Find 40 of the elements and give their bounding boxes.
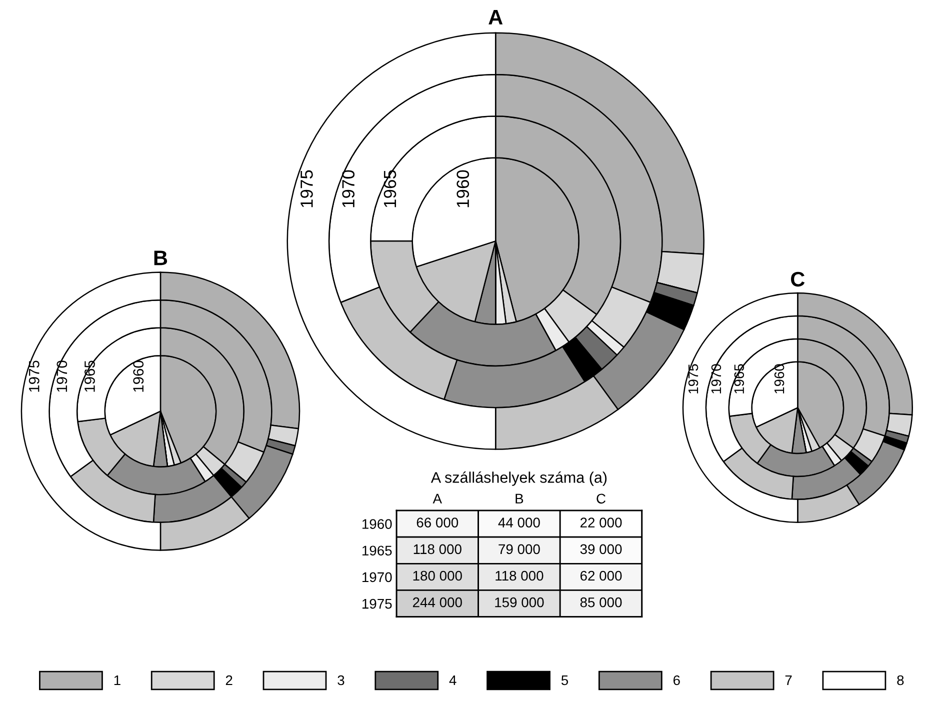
slice-label: 1975 [300, 170, 313, 208]
data-label: 118 000 [496, 570, 544, 581]
y-tick-label: 1970 [362, 572, 392, 582]
data-label: 79 000 [498, 544, 540, 554]
slice-label: 1960 [133, 360, 144, 392]
data-label: 66 000 [416, 518, 458, 528]
y-tick-label: 1975 [362, 598, 392, 609]
slice-label: 1975 [28, 360, 40, 392]
slice-label: 1965 [84, 360, 95, 392]
slice-label: 1960 [456, 170, 470, 208]
legend-label: 2 [226, 675, 232, 686]
data-label: 180 000 [413, 570, 462, 581]
legend-label: 6 [673, 675, 680, 686]
data-label: 118 000 [414, 544, 462, 554]
data-label: 85 000 [580, 597, 622, 608]
data-label: 244 000 [412, 597, 462, 608]
legend-label: 4 [449, 675, 456, 686]
legend-label: 5 [561, 675, 568, 686]
data-label: 22 000 [580, 518, 622, 528]
x-tick-label: B [516, 494, 524, 504]
data-label: 44 000 [498, 518, 540, 528]
legend-label: 3 [338, 675, 344, 686]
legend-label: 8 [897, 675, 904, 686]
chart-title: A szálláshelyek száma (a) [430, 471, 607, 486]
y-tick-label: 1965 [362, 546, 392, 556]
y-tick-label: 1960 [362, 519, 392, 529]
x-tick-label: A [432, 494, 442, 504]
slice-label: 1960 [774, 364, 784, 394]
chart-title: C [791, 272, 805, 287]
slice-label: 1970 [56, 360, 68, 392]
legend-label: 1 [114, 675, 120, 686]
chart-title: B [154, 250, 168, 266]
data-label: 62 000 [580, 570, 622, 581]
slice-label: 1965 [734, 364, 744, 394]
slice-label: 1975 [688, 364, 698, 394]
legend-label: 7 [785, 675, 792, 686]
chart-title: A [488, 10, 503, 24]
x-tick-label: C [596, 494, 606, 504]
data-label: 39 000 [580, 544, 622, 554]
data-label: 159 000 [495, 597, 544, 608]
